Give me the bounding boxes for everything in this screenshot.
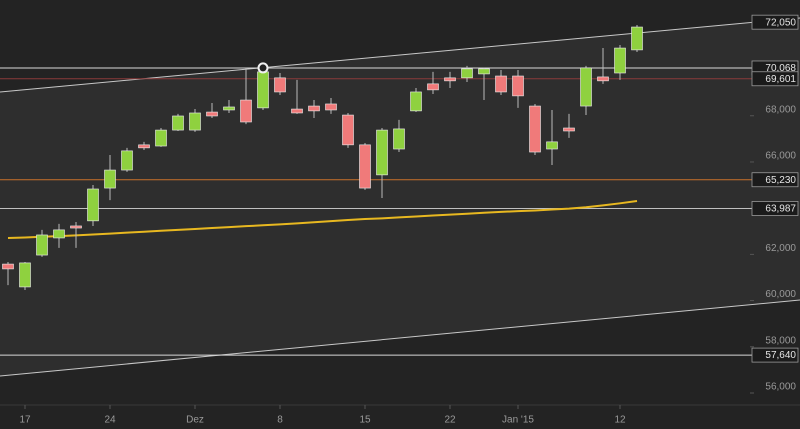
candle-body <box>614 47 626 74</box>
candle-body <box>155 129 167 147</box>
candle-body <box>53 229 65 239</box>
candle-body <box>240 99 252 123</box>
y-tick-label: 62,000 <box>765 243 796 254</box>
candle-body <box>427 83 439 91</box>
candle-body <box>597 76 609 82</box>
trend-line <box>0 299 800 377</box>
candle-body <box>87 188 99 222</box>
x-tick-label: Dez <box>186 415 204 426</box>
level-label-box <box>751 172 799 188</box>
candle-body <box>376 129 388 176</box>
candle-body <box>529 105 541 153</box>
candle-body <box>546 141 558 150</box>
x-tick-label: 17 <box>19 415 31 426</box>
candle-body <box>461 68 473 79</box>
candle-body <box>172 115 184 131</box>
x-tick-label: 8 <box>277 415 283 426</box>
y-tick-label: 56,000 <box>765 382 796 393</box>
level-label: 65,230 <box>765 175 796 186</box>
level-label-box <box>751 201 799 216</box>
candle-body <box>563 127 575 132</box>
candle-body <box>19 262 31 288</box>
level-label-box <box>751 347 799 363</box>
x-tick-label: 15 <box>359 415 371 426</box>
level-label-box <box>751 14 799 30</box>
x-tick-label: 24 <box>104 415 116 426</box>
candle-body <box>495 75 507 93</box>
y-tick-label: 60,000 <box>765 289 796 300</box>
candle-body <box>631 26 643 51</box>
candle-body <box>36 234 48 256</box>
candle-body <box>104 169 116 189</box>
level-label: 57,640 <box>765 350 796 361</box>
level-label: 70,068 <box>765 63 796 74</box>
channel-fill <box>0 17 800 377</box>
level-label: 63,987 <box>765 204 796 215</box>
candle-body <box>189 112 201 131</box>
candle-body <box>291 108 303 114</box>
candle-body <box>359 144 371 189</box>
trend-line <box>0 17 800 93</box>
candle-body <box>257 71 269 109</box>
candle-body <box>70 225 82 229</box>
candle-body <box>223 106 235 111</box>
moving-average <box>7 200 638 239</box>
candle-body <box>580 67 592 107</box>
level-label: 72,050 <box>765 17 796 28</box>
candle-body <box>512 75 524 97</box>
candle-body <box>121 150 133 171</box>
candle-body <box>308 105 320 112</box>
high-marker <box>257 62 269 74</box>
candle-body <box>444 77 456 82</box>
candle-body <box>342 114 354 146</box>
y-tick-label: 58,000 <box>765 335 796 346</box>
level-label-box <box>751 71 799 87</box>
candle-body <box>478 68 490 75</box>
candle-body <box>2 263 14 270</box>
candle-body <box>206 111 218 117</box>
y-tick-label: 66,000 <box>765 151 796 162</box>
candle-body <box>274 77 286 93</box>
candle-body <box>138 144 150 149</box>
x-tick-label: 22 <box>444 415 456 426</box>
x-tick-label: Jan '15 <box>502 415 534 426</box>
candle-body <box>325 103 337 111</box>
y-tick-label: 68,000 <box>765 104 796 115</box>
candle-body <box>410 91 422 112</box>
x-tick-label: 12 <box>614 415 626 426</box>
level-label: 69,601 <box>765 74 796 85</box>
candle-body <box>393 128 405 150</box>
